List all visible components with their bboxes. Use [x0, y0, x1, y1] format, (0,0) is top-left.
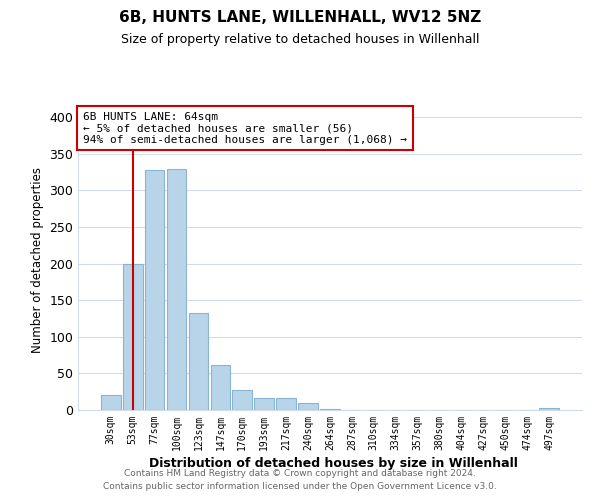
Bar — [123, 264, 143, 410]
Bar — [101, 396, 121, 410]
Bar — [276, 398, 296, 410]
Text: 6B HUNTS LANE: 64sqm
← 5% of detached houses are smaller (56)
94% of semi-detach: 6B HUNTS LANE: 64sqm ← 5% of detached ho… — [83, 112, 407, 144]
Bar — [145, 170, 164, 410]
Bar — [539, 408, 559, 410]
Bar — [232, 390, 252, 410]
Bar — [188, 314, 208, 410]
Text: Contains HM Land Registry data © Crown copyright and database right 2024.: Contains HM Land Registry data © Crown c… — [124, 468, 476, 477]
Text: Size of property relative to detached houses in Willenhall: Size of property relative to detached ho… — [121, 32, 479, 46]
Y-axis label: Number of detached properties: Number of detached properties — [31, 167, 44, 353]
Text: Contains public sector information licensed under the Open Government Licence v3: Contains public sector information licen… — [103, 482, 497, 491]
Bar — [320, 408, 340, 410]
Text: Distribution of detached houses by size in Willenhall: Distribution of detached houses by size … — [149, 458, 517, 470]
Bar — [211, 364, 230, 410]
Bar — [167, 168, 187, 410]
Text: 6B, HUNTS LANE, WILLENHALL, WV12 5NZ: 6B, HUNTS LANE, WILLENHALL, WV12 5NZ — [119, 10, 481, 25]
Bar — [254, 398, 274, 410]
Bar — [298, 404, 318, 410]
